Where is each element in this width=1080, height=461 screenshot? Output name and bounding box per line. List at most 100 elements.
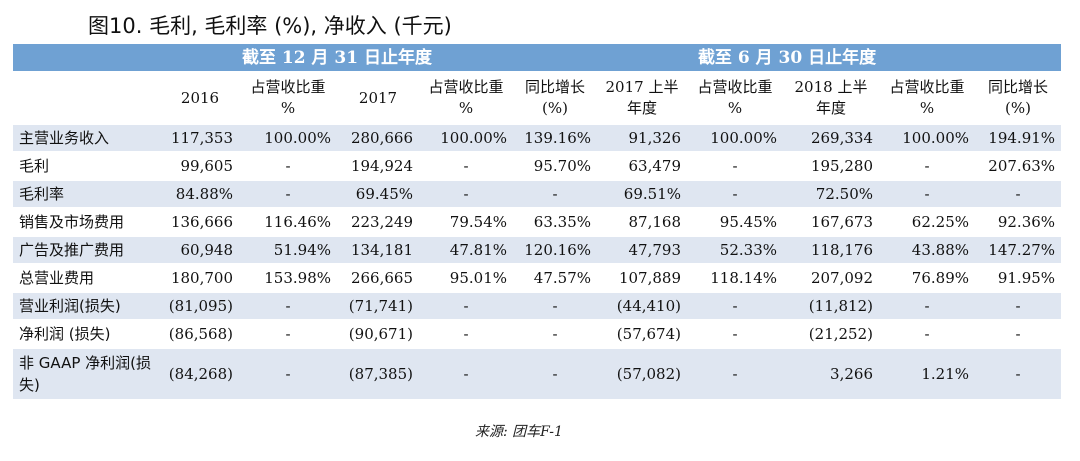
table-cell: 180,700 xyxy=(161,264,239,293)
table-row: 销售及市场费用 136,666 116.46% 223,249 79.54% 6… xyxy=(13,208,1062,237)
table-row: 净利润 (损失) (86,568) - (90,671) - - (57,674… xyxy=(13,320,1062,349)
table-cell: - xyxy=(879,180,975,209)
table-cell: 91.95% xyxy=(975,264,1062,293)
table-cell: (86,568) xyxy=(161,320,239,349)
table-cell: (44,410) xyxy=(597,292,687,321)
table-cell: - xyxy=(513,292,597,321)
table-cell: 99,605 xyxy=(161,152,239,181)
table-cell: - xyxy=(975,348,1062,401)
column-header: 同比增长(%) xyxy=(513,72,597,125)
table-cell: - xyxy=(239,152,337,181)
column-header: 2017 上半年度 xyxy=(597,72,687,125)
table-cell: (84,268) xyxy=(161,348,239,401)
table-cell: 1.21% xyxy=(879,348,975,401)
table-cell: (57,082) xyxy=(597,348,687,401)
column-header: 占营收比重 % xyxy=(687,72,783,125)
table-cell: - xyxy=(975,292,1062,321)
table-cell: 153.98% xyxy=(239,264,337,293)
row-label: 毛利率 xyxy=(13,180,161,209)
group-header-row: 截至 12 月 31 日止年度 截至 6 月 30 日止年度 xyxy=(13,44,1062,73)
table-cell: - xyxy=(975,180,1062,209)
table-cell: - xyxy=(879,292,975,321)
table-cell: 207,092 xyxy=(783,264,879,293)
table-cell: 117,353 xyxy=(161,124,239,153)
table-row: 毛利率 84.88% - 69.45% - - 69.51% - 72.50% … xyxy=(13,180,1062,209)
table-cell: 62.25% xyxy=(879,208,975,237)
table-cell: 51.94% xyxy=(239,236,337,265)
column-header: 占营收比重 % xyxy=(419,72,513,125)
table-cell: 280,666 xyxy=(337,124,419,153)
table-cell: 207.63% xyxy=(975,152,1062,181)
table-cell: 136,666 xyxy=(161,208,239,237)
table-cell: 95.01% xyxy=(419,264,513,293)
table-cell: (71,741) xyxy=(337,292,419,321)
table-cell: (11,812) xyxy=(783,292,879,321)
table-cell: 47,793 xyxy=(597,236,687,265)
table-cell: (57,674) xyxy=(597,320,687,349)
table-cell: - xyxy=(687,180,783,209)
table-row: 总营业费用 180,700 153.98% 266,665 95.01% 47.… xyxy=(13,264,1062,293)
table-cell: 63.35% xyxy=(513,208,597,237)
table-row: 非 GAAP 净利润(损失) (84,268) - (87,385) - - (… xyxy=(13,348,1062,401)
row-label: 净利润 (损失) xyxy=(13,320,161,349)
row-label: 营业利润(损失) xyxy=(13,292,161,321)
table-cell: 100.00% xyxy=(879,124,975,153)
table-cell: - xyxy=(687,320,783,349)
financial-table: 截至 12 月 31 日止年度 截至 6 月 30 日止年度 2016 占营收比… xyxy=(13,44,1062,401)
table-cell: 69.51% xyxy=(597,180,687,209)
table-row: 毛利 99,605 - 194,924 - 95.70% 63,479 - 19… xyxy=(13,152,1062,181)
table-cell: - xyxy=(513,180,597,209)
table-cell: - xyxy=(687,152,783,181)
column-header-row: 2016 占营收比重 % 2017 占营收比重 % 同比增长(%) 2017 上… xyxy=(13,72,1062,125)
group-header-halfyear: 截至 6 月 30 日止年度 xyxy=(513,44,1062,73)
table-cell: - xyxy=(239,320,337,349)
row-label: 主营业务收入 xyxy=(13,124,161,153)
table-cell: - xyxy=(419,152,513,181)
table-cell: 147.27% xyxy=(975,236,1062,265)
table-cell: 76.89% xyxy=(879,264,975,293)
table-cell: 194.91% xyxy=(975,124,1062,153)
table-cell: 139.16% xyxy=(513,124,597,153)
row-label: 销售及市场费用 xyxy=(13,208,161,237)
source-note: 来源: 团车F-1 xyxy=(475,424,563,440)
table-cell: 107,889 xyxy=(597,264,687,293)
column-header: 2017 xyxy=(337,72,419,125)
table-cell: - xyxy=(513,348,597,401)
table-cell: - xyxy=(239,292,337,321)
table-cell: 84.88% xyxy=(161,180,239,209)
table-cell: 120.16% xyxy=(513,236,597,265)
table-row: 营业利润(损失) (81,095) - (71,741) - - (44,410… xyxy=(13,292,1062,321)
table-cell: - xyxy=(419,320,513,349)
table-cell: (81,095) xyxy=(161,292,239,321)
table-cell: 167,673 xyxy=(783,208,879,237)
table-cell: 92.36% xyxy=(975,208,1062,237)
table-cell: 100.00% xyxy=(687,124,783,153)
table-cell: 91,326 xyxy=(597,124,687,153)
table-cell: 79.54% xyxy=(419,208,513,237)
table-cell: 118,176 xyxy=(783,236,879,265)
table-cell: - xyxy=(513,320,597,349)
table-cell: - xyxy=(419,348,513,401)
table-cell: 116.46% xyxy=(239,208,337,237)
row-label: 总营业费用 xyxy=(13,264,161,293)
table-row: 广告及推广费用 60,948 51.94% 134,181 47.81% 120… xyxy=(13,236,1062,265)
table-cell: 118.14% xyxy=(687,264,783,293)
table-cell: - xyxy=(687,348,783,401)
group-header-annual: 截至 12 月 31 日止年度 xyxy=(161,44,513,73)
table-cell: 95.70% xyxy=(513,152,597,181)
table-cell: 52.33% xyxy=(687,236,783,265)
table-cell: - xyxy=(419,180,513,209)
table-cell: (87,385) xyxy=(337,348,419,401)
table-cell: 69.45% xyxy=(337,180,419,209)
table-cell: - xyxy=(879,152,975,181)
table-cell: 134,181 xyxy=(337,236,419,265)
table-cell: 95.45% xyxy=(687,208,783,237)
table-cell: - xyxy=(879,320,975,349)
table-cell: 47.81% xyxy=(419,236,513,265)
table-cell: 43.88% xyxy=(879,236,975,265)
table-cell: 47.57% xyxy=(513,264,597,293)
table-cell: 3,266 xyxy=(783,348,879,401)
table-cell: - xyxy=(975,320,1062,349)
row-label: 毛利 xyxy=(13,152,161,181)
row-label: 广告及推广费用 xyxy=(13,236,161,265)
